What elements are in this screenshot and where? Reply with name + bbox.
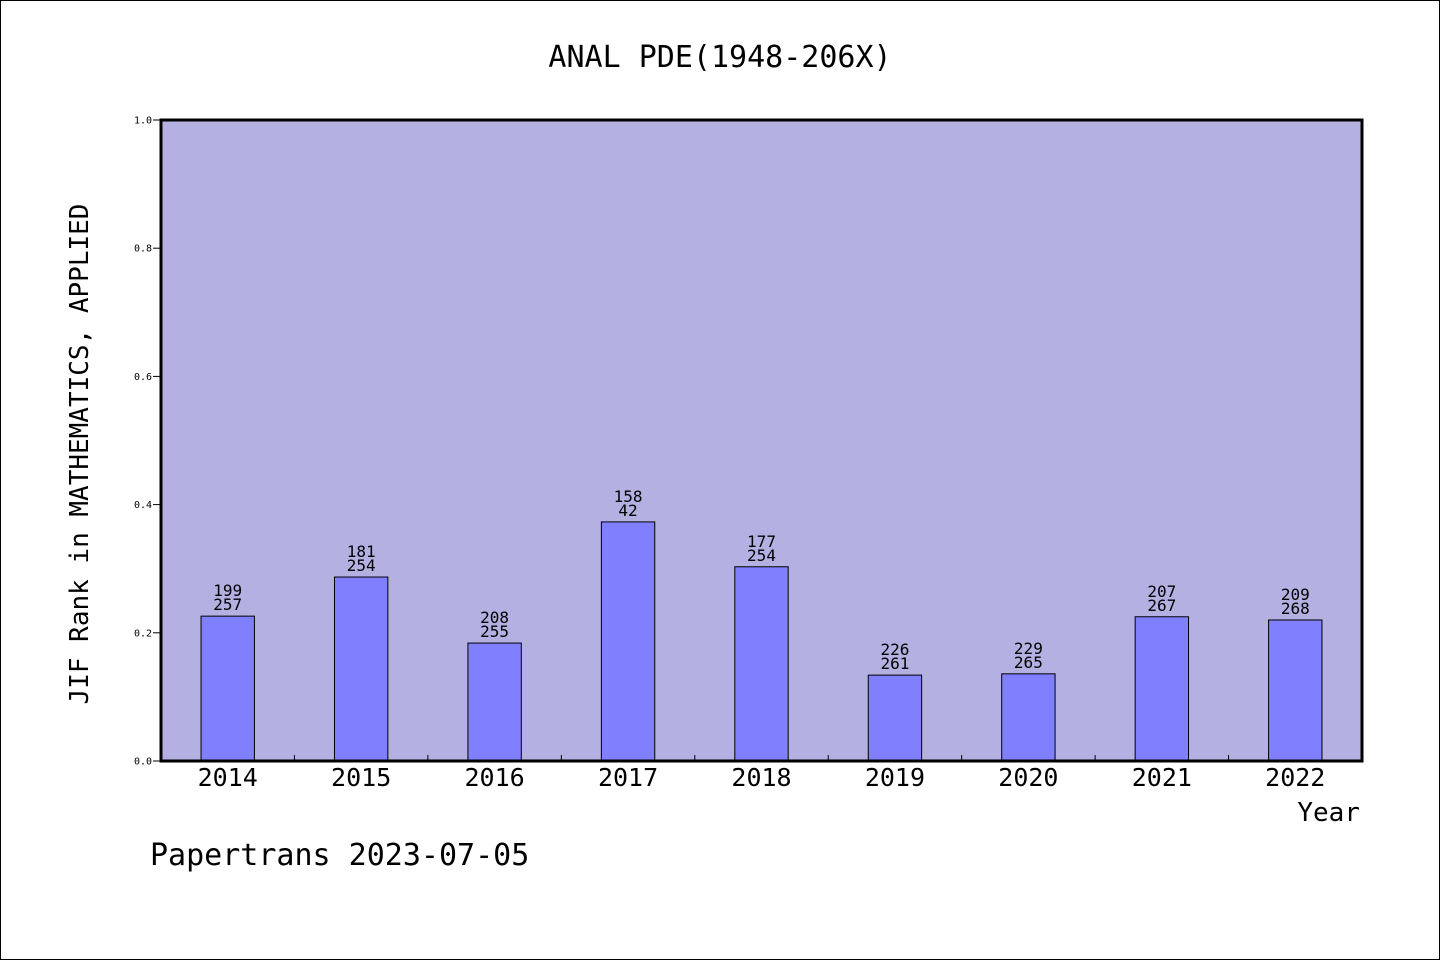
total-label-2019: 261 — [880, 654, 909, 673]
x-tick-label-2014: 2014 — [198, 763, 258, 792]
chart-title: ANAL PDE(1948-206X) — [548, 40, 891, 75]
total-label-2018: 254 — [747, 546, 776, 565]
total-label-2017: 42 — [618, 501, 637, 520]
total-label-2016: 255 — [480, 622, 509, 641]
bar-2019 — [867, 674, 923, 762]
ticks-layer: 2014 2015 2016 2017 2018 2019 2020 2021 2022 0.0 0… — [134, 116, 1325, 793]
y-tick-label: 0.2 — [134, 628, 152, 639]
x-tick-label-2022: 2022 — [1265, 763, 1325, 792]
plot-border — [159, 118, 1364, 763]
x-tick-label-2017: 2017 — [598, 763, 658, 792]
y-axis-label: JIF Rank in MATHEMATICS, APPLIED — [65, 204, 95, 705]
total-label-2021: 267 — [1147, 596, 1176, 615]
rank-label-2018: 177 — [747, 532, 776, 551]
rank-label-2016: 208 — [480, 608, 509, 627]
total-label-2015: 254 — [347, 556, 376, 575]
x-tick-label-2015: 2015 — [331, 763, 391, 792]
rank-label-2020: 229 — [1014, 639, 1043, 658]
y-tick-label: 0.0 — [134, 757, 152, 768]
y-tick-label: 0.8 — [134, 244, 152, 255]
rank-label-2015: 181 — [347, 542, 376, 561]
bar-2022 — [1268, 619, 1323, 762]
rank-label-2017: 158 — [614, 487, 643, 506]
x-tick-label-2016: 2016 — [465, 763, 525, 792]
rank-label-2021: 207 — [1147, 582, 1176, 601]
x-tick-label-2020: 2020 — [998, 763, 1058, 792]
total-label-2014: 257 — [213, 595, 242, 614]
rank-label-2019: 226 — [880, 640, 909, 659]
total-label-2022: 268 — [1281, 599, 1310, 618]
bar-2020 — [1001, 673, 1056, 762]
x-tick-label-2021: 2021 — [1132, 763, 1192, 792]
footer-credit: Papertrans 2023-07-05 — [150, 838, 529, 873]
y-tick-label: 0.4 — [134, 500, 152, 511]
bar-2015 — [333, 576, 389, 762]
bar-2018 — [734, 566, 789, 762]
rank-label-2022: 209 — [1281, 585, 1310, 604]
bar-2017 — [600, 521, 656, 762]
total-label-2020: 265 — [1014, 653, 1043, 672]
x-tick-label-2018: 2018 — [731, 763, 791, 792]
y-tick-label: 0.6 — [134, 372, 152, 383]
bars-layer: 1992571812542082551584217725422626122926… — [200, 487, 1323, 762]
x-tick-label-2019: 2019 — [865, 763, 925, 792]
bar-2014 — [200, 615, 255, 762]
bar-2016 — [467, 642, 522, 762]
bar-2021 — [1134, 616, 1190, 762]
rank-label-2014: 199 — [213, 581, 242, 600]
x-axis-label: Year — [1297, 798, 1360, 828]
y-tick-label: 1.0 — [134, 116, 152, 127]
